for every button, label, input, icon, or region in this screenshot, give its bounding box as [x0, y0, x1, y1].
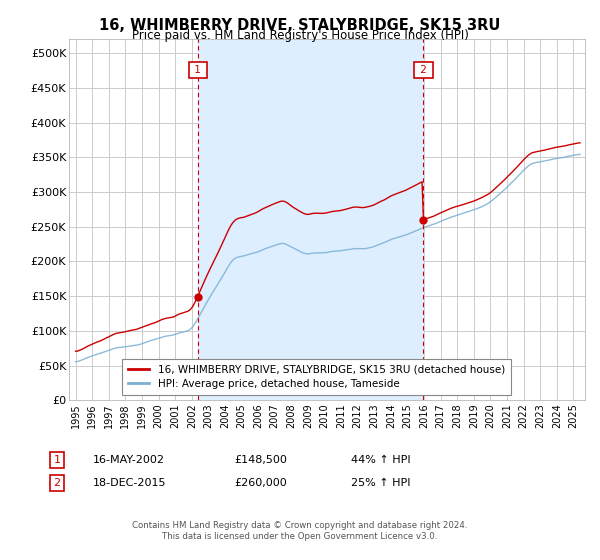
Text: £260,000: £260,000	[234, 478, 287, 488]
Text: Price paid vs. HM Land Registry's House Price Index (HPI): Price paid vs. HM Land Registry's House …	[131, 29, 469, 42]
Text: £148,500: £148,500	[234, 455, 287, 465]
Text: This data is licensed under the Open Government Licence v3.0.: This data is licensed under the Open Gov…	[163, 532, 437, 541]
Bar	[198, 39, 424, 400]
Text: 18-DEC-2015: 18-DEC-2015	[93, 478, 167, 488]
Text: 16-MAY-2002: 16-MAY-2002	[93, 455, 165, 465]
Text: 1: 1	[191, 65, 205, 75]
Text: 44% ↑ HPI: 44% ↑ HPI	[351, 455, 410, 465]
Text: 16, WHIMBERRY DRIVE, STALYBRIDGE, SK15 3RU: 16, WHIMBERRY DRIVE, STALYBRIDGE, SK15 3…	[100, 18, 500, 33]
Text: 2: 2	[417, 65, 430, 75]
Text: 2: 2	[53, 478, 61, 488]
Text: 25% ↑ HPI: 25% ↑ HPI	[351, 478, 410, 488]
Legend: 16, WHIMBERRY DRIVE, STALYBRIDGE, SK15 3RU (detached house), HPI: Average price,: 16, WHIMBERRY DRIVE, STALYBRIDGE, SK15 3…	[122, 358, 511, 395]
Text: 1: 1	[53, 455, 61, 465]
Text: Contains HM Land Registry data © Crown copyright and database right 2024.: Contains HM Land Registry data © Crown c…	[132, 521, 468, 530]
